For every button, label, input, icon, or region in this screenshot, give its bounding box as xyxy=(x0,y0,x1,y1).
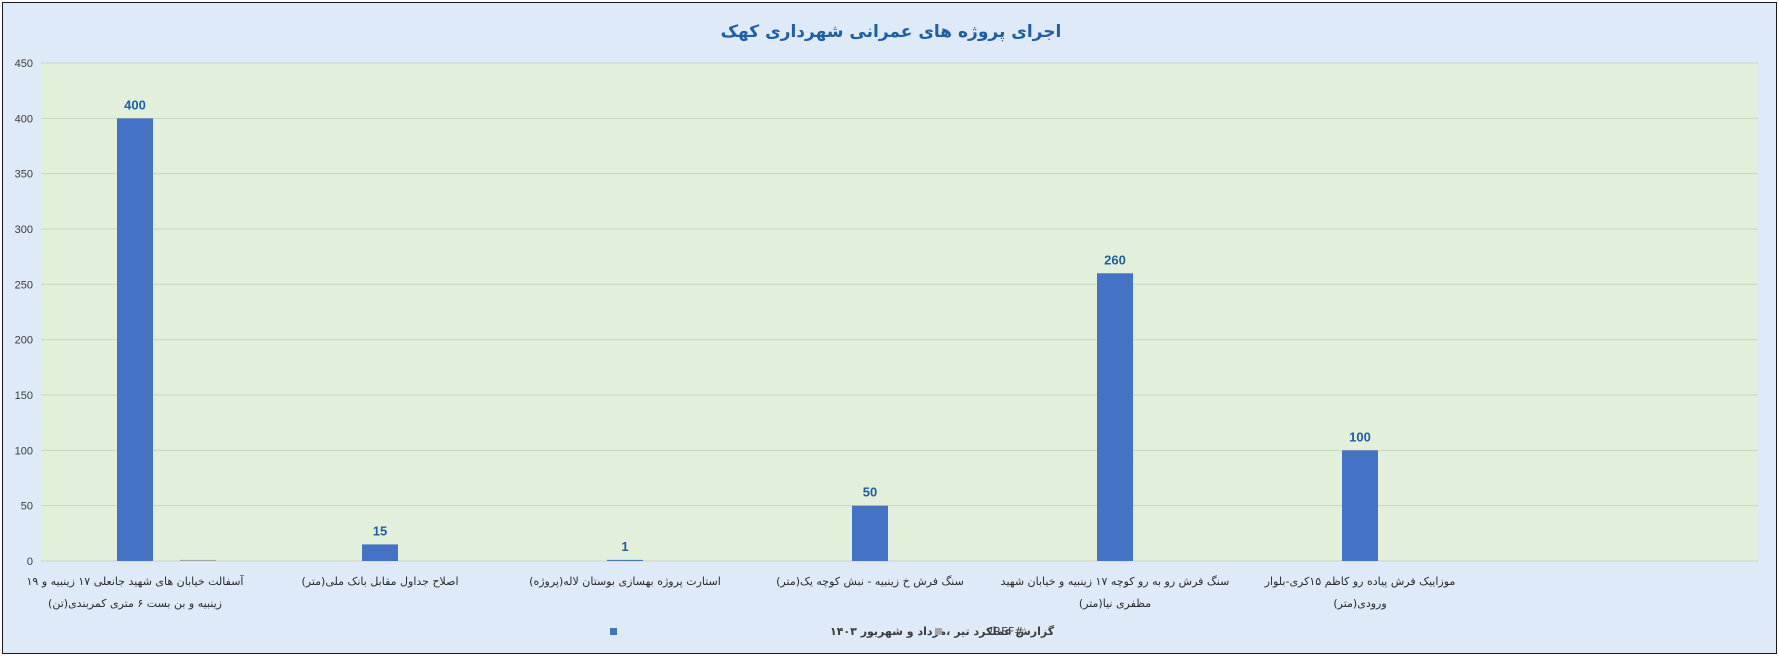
bar xyxy=(852,505,888,561)
data-label: 400 xyxy=(124,97,146,112)
y-tick-label: 400 xyxy=(15,113,33,125)
y-tick-label: 0 xyxy=(27,556,33,568)
x-tick-label: زینبیه و بن بست ۶ متری کمربندی(تن) xyxy=(48,597,222,610)
x-tick-label: موزاییک فرش پیاده رو کاظم ۱۵کری-بلوار xyxy=(1264,575,1456,588)
x-tick-label: استارت پروژه بهسازی بوستان لاله(پروژه) xyxy=(529,575,721,588)
y-tick-label: 300 xyxy=(15,224,33,236)
y-axis: 0 50 100 150 200 250 300 350 400 450 xyxy=(15,58,33,568)
x-tick-label: سنگ فرش خ زینبیه - نبش کوچه یک(متر) xyxy=(776,575,964,588)
bar xyxy=(117,118,153,561)
x-tick-label: ورودی(متر) xyxy=(1333,597,1386,610)
y-tick-label: 250 xyxy=(15,279,33,291)
chart-title: اجرای پروژه های عمرانی شهرداری کهک xyxy=(721,22,1062,42)
x-tick-label: اصلاح جداول مقابل بانک ملی(متر) xyxy=(301,575,458,588)
x-axis: آسفالت خیابان های شهید جانعلی ۱۷ زینبیه … xyxy=(27,574,1456,610)
legend-label: #REF! xyxy=(989,625,1024,638)
y-tick-label: 150 xyxy=(15,390,33,402)
bar-chart: اجرای پروژه های عمرانی شهرداری کهک 05010… xyxy=(15,22,1758,638)
legend-swatch xyxy=(610,628,617,635)
data-label: 100 xyxy=(1349,429,1371,444)
legend-swatch xyxy=(935,628,942,635)
y-tick-label: 200 xyxy=(15,335,33,347)
bar xyxy=(1097,273,1133,561)
bars xyxy=(117,118,1378,561)
bar xyxy=(1342,450,1378,561)
y-tick-label: 100 xyxy=(15,445,33,457)
x-tick-label: مظفری نیا(متر) xyxy=(1079,597,1151,610)
y-tick-label: 350 xyxy=(15,169,33,181)
data-label: 1 xyxy=(621,539,628,554)
data-label: 50 xyxy=(863,485,877,500)
legend: گزارش عملکرد تیر ،مرداد و شهریور ۱۴۰۳#RE… xyxy=(610,625,1055,638)
bar xyxy=(180,559,216,561)
legend-label: گزارش عملکرد تیر ،مرداد و شهریور ۱۴۰۳ xyxy=(830,625,1055,638)
data-label: 260 xyxy=(1104,252,1126,267)
y-tick-label: 50 xyxy=(21,501,33,513)
bar xyxy=(607,559,643,561)
y-tick-label: 450 xyxy=(15,58,33,70)
gridlines xyxy=(41,62,1758,562)
data-label: 15 xyxy=(373,523,387,538)
plot-area xyxy=(41,63,1758,561)
x-tick-label: سنگ فرش رو به رو کوچه ۱۷ زینبیه و خیابان… xyxy=(1001,575,1230,588)
x-tick-label: آسفالت خیابان های شهید جانعلی ۱۷ زینبیه … xyxy=(27,574,245,588)
bar xyxy=(362,544,398,561)
data-labels: 400 15 1 50 260 100 xyxy=(124,97,1371,554)
